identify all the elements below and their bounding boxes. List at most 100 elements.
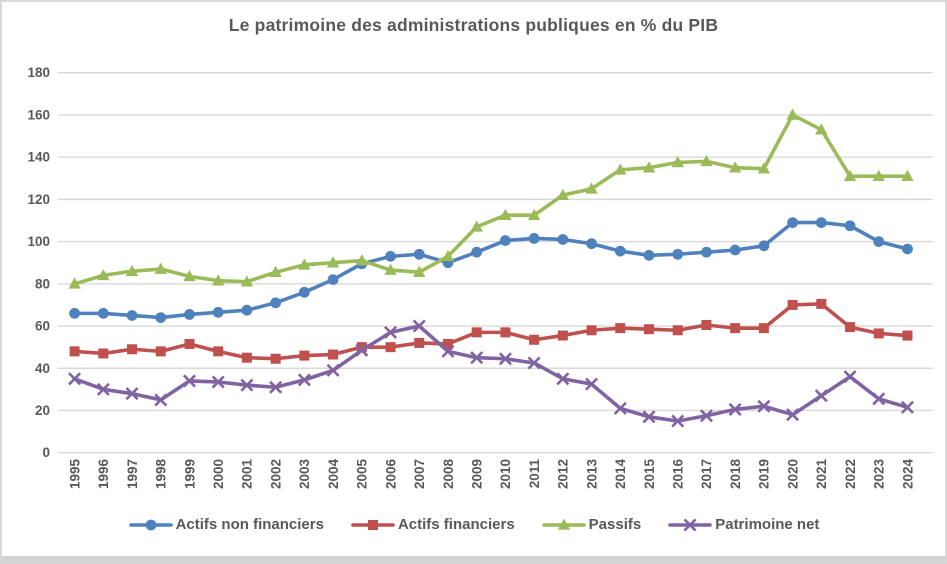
actifs-non-financiers-point-2012 — [557, 234, 569, 245]
x-tick-label-2023: 2023 — [872, 459, 887, 490]
patrimoine-net-legend-marker-icon — [668, 517, 713, 532]
actifs-financiers-point-2024 — [902, 330, 913, 341]
actifs-financiers-point-2011 — [529, 334, 540, 345]
actifs-non-financiers-point-2019 — [758, 240, 770, 252]
actifs-financiers-point-2015 — [644, 324, 654, 335]
x-tick-label-2003: 2003 — [297, 459, 312, 490]
x-tick-label-1995: 1995 — [67, 459, 82, 490]
y-tick-label-120: 120 — [27, 192, 50, 207]
actifs-non-financiers-point-2021 — [815, 217, 827, 228]
patrimoine-net-point-2001 — [240, 378, 254, 392]
passifs-point-2016 — [671, 156, 684, 168]
passifs-point-1998 — [154, 262, 167, 274]
y-tick-label-80: 80 — [35, 276, 50, 291]
actifs-non-financiers-point-1998 — [155, 312, 167, 323]
passifs-point-2004 — [326, 256, 340, 268]
series-patrimoine-net — [68, 319, 914, 428]
x-tick-label-2011: 2011 — [527, 459, 542, 489]
patrimoine-net-point-2015 — [642, 410, 656, 424]
actifs-non-financiers-legend-marker-icon — [128, 519, 173, 530]
x-tick-label-2007: 2007 — [412, 459, 427, 489]
passifs-point-2020 — [786, 108, 799, 120]
patrimoine-net-point-2009 — [470, 351, 484, 365]
x-tick-label-1999: 1999 — [182, 459, 197, 489]
actifs-financiers-point-2000 — [213, 346, 224, 357]
x-tick-label-1998: 1998 — [154, 459, 169, 490]
actifs-financiers-point-1999 — [184, 338, 195, 349]
actifs-financiers-point-1995 — [69, 346, 80, 357]
y-tick-label-160: 160 — [27, 107, 50, 122]
actifs-financiers-point-2018 — [730, 323, 741, 334]
actifs-financiers-point-2008 — [442, 338, 453, 349]
x-tick-label-2015: 2015 — [642, 459, 657, 490]
passifs-point-2015 — [642, 161, 656, 173]
actifs-non-financiers-point-1996 — [97, 307, 109, 319]
passifs-point-2019 — [757, 162, 771, 174]
series-passifs — [68, 108, 914, 289]
actifs-financiers-point-2009 — [471, 327, 482, 338]
x-tick-label-2006: 2006 — [383, 459, 398, 490]
x-tick-label-2020: 2020 — [785, 459, 800, 489]
actifs-financiers-point-2016 — [672, 325, 683, 336]
legend-label-patrimoine-net: Patrimoine net — [715, 516, 820, 533]
patrimoine-net-point-2022 — [843, 370, 857, 384]
actifs-non-financiers-legend-glyph — [145, 519, 156, 530]
x-tick-label-2002: 2002 — [268, 459, 283, 489]
x-tick-label-2016: 2016 — [671, 459, 686, 490]
passifs-point-2006 — [384, 263, 397, 275]
actifs-financiers-point-2006 — [385, 342, 396, 353]
actifs-non-financiers-point-2004 — [327, 274, 339, 285]
patrimoine-net-point-1999 — [182, 374, 196, 388]
x-tick-label-2010: 2010 — [498, 459, 513, 489]
patrimoine-net-point-2018 — [728, 402, 742, 416]
actifs-non-financiers-point-2007 — [413, 248, 425, 260]
passifs-point-2000 — [212, 274, 225, 286]
x-tick-label-2018: 2018 — [728, 459, 743, 490]
actifs-financiers-legend-marker-icon — [351, 519, 395, 530]
patrimoine-net-point-2021 — [814, 389, 828, 403]
x-tick-label-2005: 2005 — [355, 459, 370, 490]
passifs-point-2018 — [728, 161, 742, 173]
x-tick-label-2009: 2009 — [469, 459, 484, 489]
actifs-non-financiers-point-2009 — [471, 246, 483, 258]
y-tick-label-100: 100 — [27, 234, 50, 249]
patrimoine-net-point-2010 — [498, 352, 512, 366]
y-tick-label-40: 40 — [35, 361, 50, 376]
x-tick-label-2021: 2021 — [814, 459, 829, 490]
actifs-non-financiers-point-2018 — [729, 244, 741, 256]
actifs-non-financiers-point-2003 — [298, 286, 310, 298]
legend-item-actifs-financiers: Actifs financiers — [350, 516, 515, 533]
passifs-point-2001 — [240, 275, 254, 287]
line-chart-plot: 0 20 40 60 80 100 120 140 160 180 1995 1996 1997 1998… — [27, 65, 933, 490]
chart-legend: Actifs non financiers Actifs financiers Pa… — [2, 516, 945, 533]
actifs-financiers-legend-glyph — [367, 519, 378, 530]
patrimoine-net-point-2004 — [326, 363, 340, 377]
passifs-point-2002 — [269, 265, 282, 277]
patrimoine-net-point-2006 — [384, 325, 398, 339]
actifs-financiers-point-1997 — [127, 344, 138, 355]
patrimoine-net-point-1996 — [96, 382, 110, 396]
passifs-line — [72, 113, 910, 286]
x-tick-label-2000: 2000 — [211, 459, 226, 489]
legend-item-patrimoine-net: Patrimoine net — [667, 516, 819, 533]
actifs-non-financiers-point-2022 — [844, 220, 856, 232]
actifs-non-financiers-point-2023 — [873, 236, 885, 247]
legend-label-actifs-non-financiers: Actifs non financiers — [175, 516, 324, 533]
y-tick-label-140: 140 — [27, 150, 50, 165]
actifs-non-financiers-point-2000 — [212, 306, 224, 318]
legend-item-passifs: Passifs — [541, 516, 641, 533]
actifs-financiers-point-2001 — [241, 352, 252, 363]
chart-title: Le patrimoine des administrations publiq… — [228, 15, 719, 35]
x-tick-label-1996: 1996 — [96, 459, 111, 490]
legend-item-actifs-non-financiers: Actifs non financiers — [128, 516, 324, 533]
actifs-financiers-point-2007 — [414, 337, 425, 348]
actifs-financiers-point-2020 — [787, 299, 798, 310]
actifs-non-financiers-point-1995 — [69, 307, 80, 319]
actifs-financiers-point-1996 — [98, 348, 109, 359]
x-tick-label-2022: 2022 — [843, 459, 858, 489]
y-tick-label-20: 20 — [35, 403, 50, 418]
x-tick-label-2012: 2012 — [556, 459, 571, 489]
passifs-point-2007 — [413, 265, 426, 277]
series-actifs-non-financiers — [69, 217, 913, 323]
x-tick-label-2024: 2024 — [900, 459, 915, 490]
